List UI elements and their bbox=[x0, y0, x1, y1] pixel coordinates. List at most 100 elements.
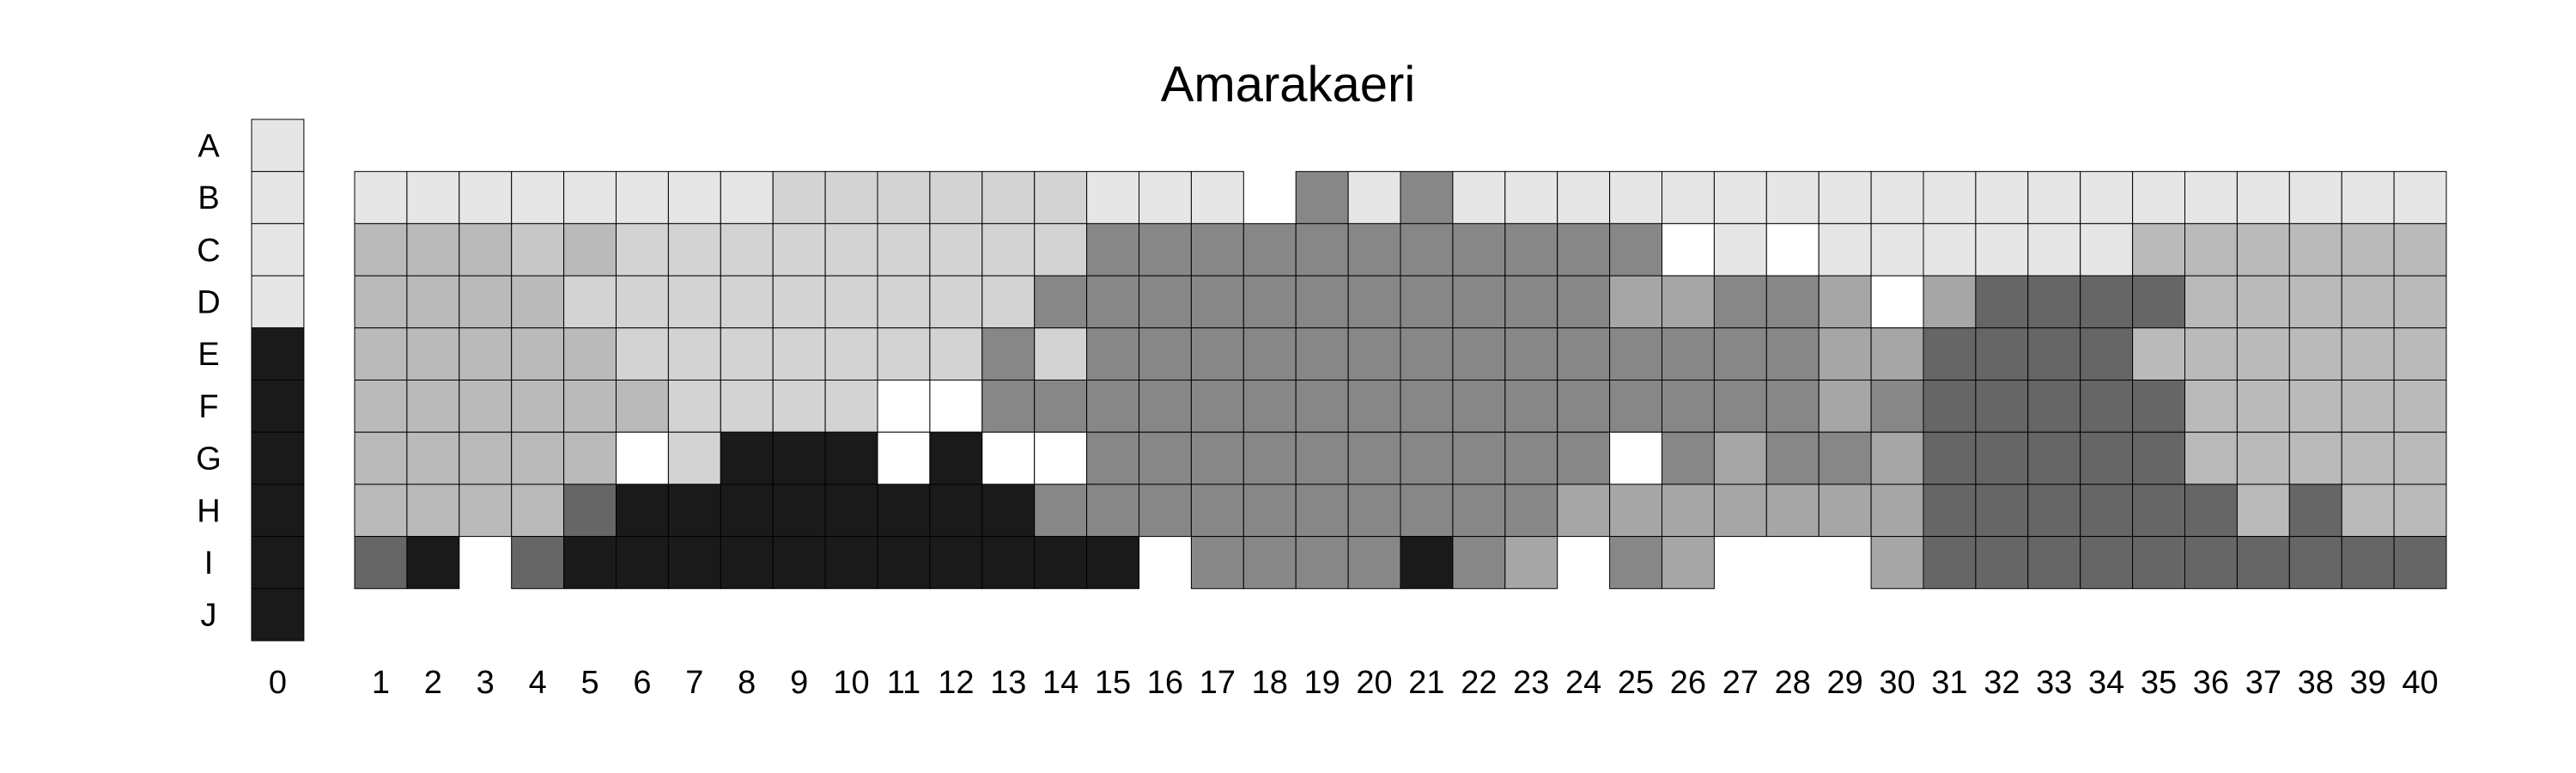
cell-c-5 bbox=[563, 222, 617, 277]
cell-h-5 bbox=[563, 484, 617, 538]
cell-c-29 bbox=[1818, 222, 1872, 277]
cell-i-37 bbox=[2236, 536, 2290, 589]
cell-e-15 bbox=[1086, 327, 1139, 380]
cell-e-13 bbox=[981, 327, 1036, 380]
cell-c-36 bbox=[2184, 222, 2238, 277]
cell-h-28 bbox=[1765, 484, 1820, 538]
cell-h-39 bbox=[2341, 484, 2395, 538]
cell-i-34 bbox=[2080, 536, 2134, 589]
column-label-1: 1 bbox=[372, 665, 390, 701]
cell-c-4 bbox=[511, 222, 565, 277]
cell-g-40 bbox=[2393, 431, 2447, 485]
cell-i-10 bbox=[824, 536, 878, 589]
cell-f-30 bbox=[1870, 380, 1924, 433]
cell-g-1 bbox=[354, 431, 408, 485]
cell-b-22 bbox=[1452, 171, 1506, 224]
column-label-36: 36 bbox=[2193, 665, 2229, 701]
cell-b-20 bbox=[1347, 171, 1401, 224]
cell-c-21 bbox=[1400, 222, 1454, 277]
cell-c-24 bbox=[1557, 222, 1611, 277]
cell-i-18 bbox=[1242, 536, 1297, 589]
cell-g-33 bbox=[2027, 431, 2081, 485]
cell-b-32 bbox=[1975, 171, 2029, 224]
cell-d-12 bbox=[929, 275, 983, 329]
column-label-34: 34 bbox=[2088, 665, 2124, 701]
cell-b-27 bbox=[1713, 171, 1767, 224]
cell-b-36 bbox=[2184, 171, 2238, 224]
cell-h-21 bbox=[1400, 484, 1454, 538]
cell-d-7 bbox=[667, 275, 721, 329]
cell-e-32 bbox=[1975, 327, 2029, 380]
cell-g-39 bbox=[2341, 431, 2395, 485]
column-label-39: 39 bbox=[2350, 665, 2386, 701]
cell-e-25 bbox=[1609, 327, 1662, 380]
cell-e-17 bbox=[1190, 327, 1244, 380]
heatmap-cells bbox=[354, 171, 2447, 589]
cell-h-10 bbox=[824, 484, 878, 538]
cell-d-28 bbox=[1765, 275, 1820, 329]
cell-a-0 bbox=[251, 119, 305, 173]
cell-h-23 bbox=[1504, 484, 1558, 538]
column-label-11: 11 bbox=[887, 665, 920, 701]
column-label-29: 29 bbox=[1827, 665, 1863, 701]
cell-h-6 bbox=[616, 484, 669, 538]
cell-f-4 bbox=[511, 380, 565, 433]
cell-c-25 bbox=[1609, 222, 1662, 277]
cell-b-31 bbox=[1923, 171, 1977, 224]
cell-d-5 bbox=[563, 275, 617, 329]
cell-d-39 bbox=[2341, 275, 2395, 329]
row-label-g: G bbox=[196, 441, 222, 478]
cell-c-27 bbox=[1713, 222, 1767, 277]
cell-e-29 bbox=[1818, 327, 1872, 380]
cell-c-3 bbox=[459, 222, 513, 277]
cell-h-30 bbox=[1870, 484, 1924, 538]
cell-i-9 bbox=[772, 536, 826, 589]
cell-b-12 bbox=[929, 171, 983, 224]
cell-g-14 bbox=[1034, 431, 1088, 485]
cell-d-30 bbox=[1870, 275, 1924, 329]
cell-e-28 bbox=[1765, 327, 1820, 380]
cell-c-13 bbox=[981, 222, 1036, 277]
cell-d-25 bbox=[1609, 275, 1662, 329]
cell-b-33 bbox=[2027, 171, 2081, 224]
cell-g-7 bbox=[667, 431, 721, 485]
cell-d-18 bbox=[1242, 275, 1297, 329]
cell-f-2 bbox=[406, 380, 460, 433]
cell-h-22 bbox=[1452, 484, 1506, 538]
cell-b-39 bbox=[2341, 171, 2395, 224]
cell-i-12 bbox=[929, 536, 983, 589]
cell-h-25 bbox=[1609, 484, 1662, 538]
cell-g-29 bbox=[1818, 431, 1872, 485]
cell-f-31 bbox=[1923, 380, 1977, 433]
cell-g-36 bbox=[2184, 431, 2238, 485]
cell-f-22 bbox=[1452, 380, 1506, 433]
cell-c-19 bbox=[1295, 222, 1349, 277]
cell-f-39 bbox=[2341, 380, 2395, 433]
cell-g-26 bbox=[1662, 431, 1715, 485]
column-label-23: 23 bbox=[1513, 665, 1549, 701]
cell-b-4 bbox=[511, 171, 565, 224]
cell-e-22 bbox=[1452, 327, 1506, 380]
cell-d-17 bbox=[1190, 275, 1244, 329]
cell-e-6 bbox=[616, 327, 669, 380]
column-label-10: 10 bbox=[833, 665, 869, 701]
cell-g-16 bbox=[1139, 431, 1192, 485]
cell-i-40 bbox=[2393, 536, 2447, 589]
cell-c-31 bbox=[1923, 222, 1977, 277]
cell-i-13 bbox=[981, 536, 1036, 589]
cell-e-26 bbox=[1662, 327, 1715, 380]
cell-d-0 bbox=[251, 275, 305, 329]
cell-c-15 bbox=[1086, 222, 1139, 277]
cell-e-18 bbox=[1242, 327, 1297, 380]
cell-f-28 bbox=[1765, 380, 1820, 433]
cell-f-27 bbox=[1713, 380, 1767, 433]
cell-b-7 bbox=[667, 171, 721, 224]
cell-c-1 bbox=[354, 222, 408, 277]
cell-h-2 bbox=[406, 484, 460, 538]
cell-f-29 bbox=[1818, 380, 1872, 433]
cell-d-36 bbox=[2184, 275, 2238, 329]
cell-b-17 bbox=[1190, 171, 1244, 224]
cell-b-35 bbox=[2132, 171, 2186, 224]
cell-f-23 bbox=[1504, 380, 1558, 433]
cell-f-36 bbox=[2184, 380, 2238, 433]
